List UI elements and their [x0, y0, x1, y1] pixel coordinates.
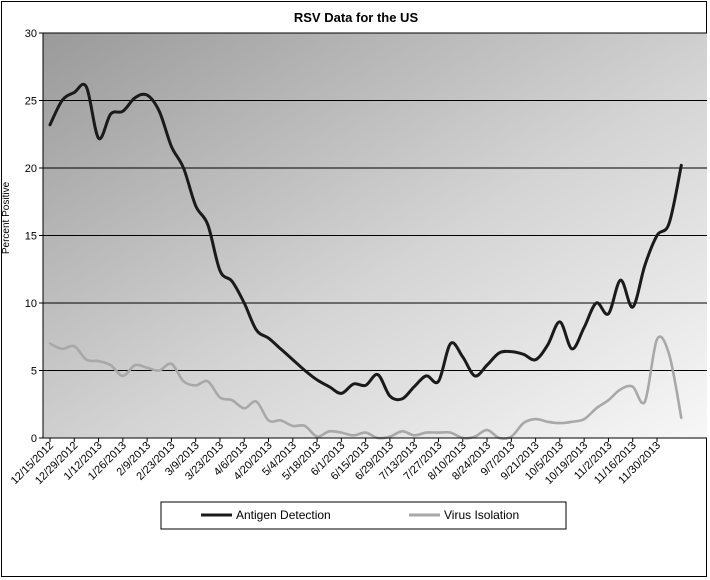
- y-tick-label: 15: [25, 231, 37, 243]
- y-axis-ticks: 0 5 10 15 20 25 30: [25, 28, 43, 445]
- legend-box: [160, 501, 567, 530]
- series-lines: [48, 82, 683, 440]
- legend: Antigen Detection Virus Isolation: [160, 501, 567, 530]
- y-tick-label: 20: [25, 163, 37, 175]
- chart-title: RSV Data for the US: [294, 10, 419, 25]
- series-line-antigen-detection: [48, 82, 683, 402]
- y-tick-label: 0: [31, 433, 37, 445]
- legend-label-virus-isolation: Virus Isolation: [444, 508, 519, 522]
- y-axis-title: Percent Positive: [1, 181, 12, 254]
- x-axis-ticks: 12/15/201212/29/20121/12/20131/26/20132/…: [9, 438, 663, 487]
- legend-label-antigen-detection: Antigen Detection: [236, 508, 331, 522]
- y-tick-label: 25: [25, 96, 37, 108]
- series-line-virus-isolation: [48, 335, 683, 440]
- y-tick-label: 30: [25, 28, 37, 40]
- y-tick-label: 5: [31, 366, 37, 378]
- gridlines: [43, 32, 707, 371]
- y-tick-label: 10: [25, 298, 37, 310]
